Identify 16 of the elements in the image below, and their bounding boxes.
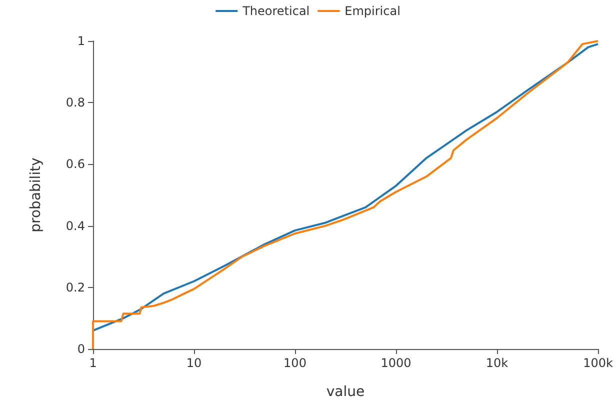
x-tick-label: 100k	[583, 356, 613, 370]
y-tick-label: 0.8	[66, 96, 85, 110]
y-tick-label: 0.6	[66, 157, 85, 172]
y-tick-label: 0.2	[66, 280, 85, 294]
x-tick-label: 10	[186, 356, 202, 370]
y-tick-label: 1	[77, 34, 85, 48]
x-tick-label: 100	[284, 356, 306, 370]
x-axis-title: value	[326, 384, 365, 400]
y-tick-label: 0.4	[66, 218, 85, 233]
y-tick-label: 0	[77, 342, 85, 356]
x-tick-label: 10k	[486, 356, 508, 370]
x-tick-label: 1000	[380, 356, 412, 370]
legend-label: Empirical	[344, 4, 400, 18]
legend-label: Theoretical	[242, 4, 310, 18]
y-axis-title: probability	[28, 158, 44, 232]
x-tick-label: 1	[89, 356, 97, 370]
